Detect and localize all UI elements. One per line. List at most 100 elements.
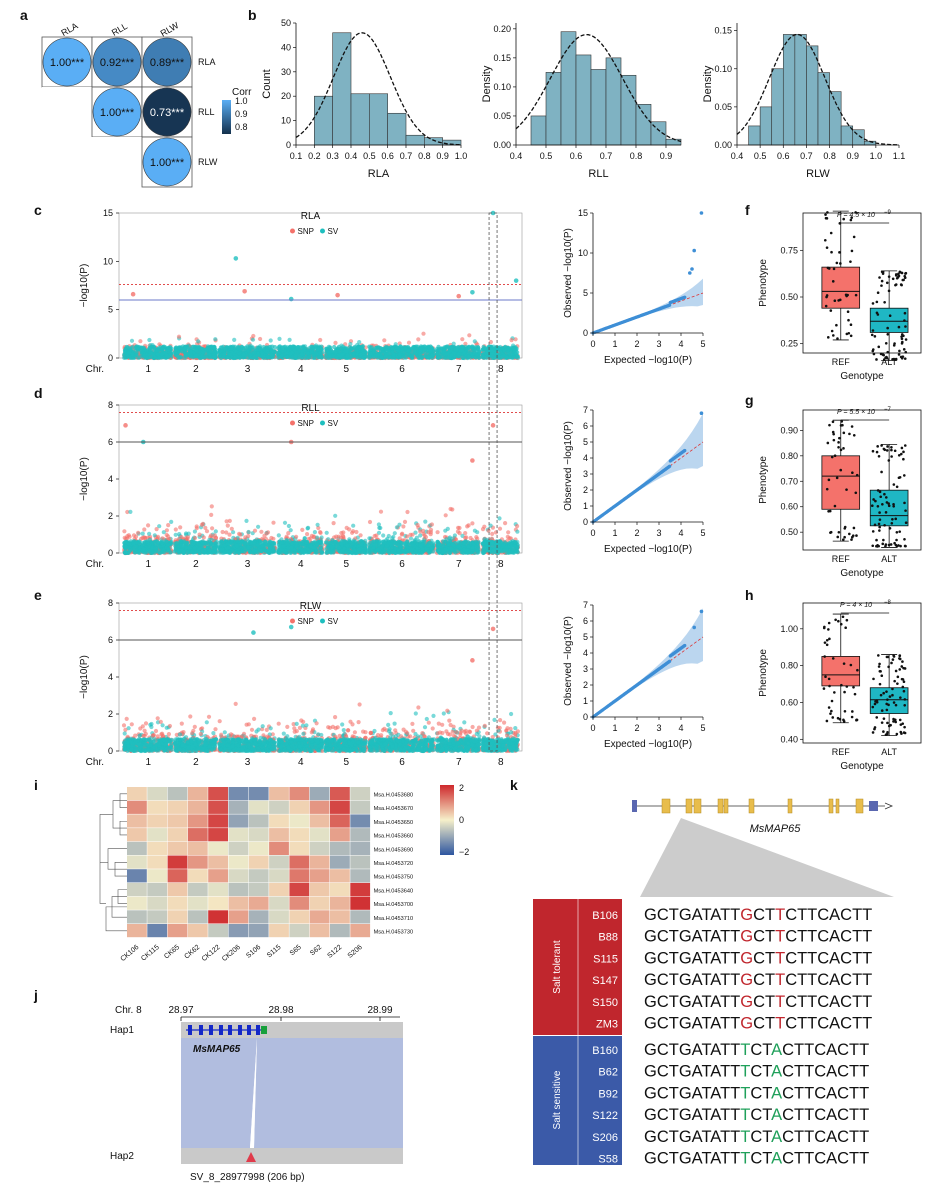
hist-bar: [424, 137, 443, 146]
x-tick-label: 0.5: [754, 151, 767, 161]
sv-point: [345, 353, 350, 358]
snp-point: [251, 333, 256, 339]
snp-point: [225, 523, 230, 528]
corr-cell: [92, 137, 142, 187]
snp-point: [509, 338, 514, 343]
sv-point: [373, 345, 378, 351]
x-axis-label: RLA: [368, 168, 390, 180]
y-axis-label: Density: [702, 65, 714, 102]
sv-point: [357, 346, 362, 351]
y-axis-label: −log10(P): [79, 264, 90, 308]
sv-point: [368, 351, 373, 356]
corr-circle: [142, 37, 192, 87]
sv-point: [361, 349, 366, 354]
sv-point: [290, 344, 296, 349]
chromosome-label: 8: [498, 364, 504, 375]
sv-point: [436, 347, 441, 353]
sv-point: [159, 539, 164, 544]
y-axis-label: Density: [481, 65, 493, 102]
peak-point: [130, 291, 136, 297]
sv-point: [310, 353, 316, 358]
y-tick-label: 20: [281, 91, 291, 101]
x-tick-label: 0.4: [345, 151, 358, 161]
legend-sv-dot: [320, 228, 325, 234]
corr-value: 1.00***: [100, 107, 135, 119]
sv-point: [480, 354, 485, 359]
sv-point: [192, 546, 197, 551]
sv-point: [277, 336, 282, 341]
chromosome-label: 2: [193, 364, 199, 375]
sv-point: [466, 354, 472, 359]
sv-point: [453, 347, 458, 352]
legend-snp-dot: [290, 228, 295, 234]
snp-point: [212, 533, 217, 538]
sv-point: [352, 344, 357, 349]
sv-point: [183, 345, 188, 350]
sv-point: [397, 352, 402, 357]
x-tick-label: 1.0: [870, 151, 883, 161]
corr-value: 0.89***: [150, 57, 185, 69]
sv-point: [123, 550, 128, 555]
hist-bar: [314, 95, 333, 146]
panel-label-g: g: [745, 392, 754, 408]
sv-point: [490, 354, 495, 359]
snp-point: [210, 526, 215, 531]
chromosome-label: 3: [245, 364, 251, 375]
y-tick-label: 50: [281, 18, 291, 28]
sv-point: [181, 549, 186, 555]
sv-point: [276, 350, 281, 355]
y-tick-label: 0.05: [493, 111, 511, 121]
y-tick-label: 0.15: [493, 53, 511, 63]
sv-point: [314, 351, 319, 356]
panel-label-c: c: [34, 202, 42, 218]
snp-point: [252, 528, 258, 533]
hist-normal-curve: [736, 33, 900, 146]
snp-point: [460, 337, 465, 342]
x-tick-label: 0.2: [308, 151, 321, 161]
sv-point: [505, 355, 510, 360]
sv-point: [234, 349, 239, 354]
sv-point: [204, 347, 210, 352]
sv-point: [381, 350, 386, 355]
peak-point: [233, 256, 239, 261]
hist-bar: [590, 69, 607, 146]
sv-point: [187, 545, 192, 550]
sv-point: [123, 544, 128, 549]
snp-point: [271, 520, 276, 525]
chromosome-label: 7: [456, 364, 462, 375]
snp-point: [382, 338, 387, 343]
sv-point: [235, 345, 240, 351]
sv-point: [161, 350, 166, 356]
corr-col-label: RLL: [110, 21, 129, 38]
sv-point: [161, 530, 166, 535]
snp-point: [122, 529, 127, 534]
panel-label-j: j: [33, 987, 38, 1003]
sv-point: [164, 353, 169, 358]
sv-point: [248, 355, 253, 360]
sv-point: [348, 342, 353, 347]
sv-point: [140, 543, 145, 548]
corr-cell: [42, 137, 92, 187]
y-tick-label: 0.10: [714, 64, 732, 74]
panel-label-h: h: [745, 587, 754, 603]
sv-point: [147, 337, 152, 343]
sv-point: [168, 352, 174, 357]
hist-bar: [748, 125, 761, 146]
sv-point: [134, 352, 139, 358]
sv-point: [250, 337, 256, 342]
sv-point: [127, 350, 132, 355]
sv-point: [287, 337, 292, 342]
sv-point: [222, 347, 228, 352]
x-tick-label: 0.6: [570, 151, 583, 161]
y-tick-label: 0: [286, 140, 291, 150]
sv-point: [169, 519, 174, 525]
y-tick-label: 0.00: [714, 140, 732, 150]
snp-point: [406, 340, 412, 345]
x-tick-label: 0.7: [800, 151, 813, 161]
snp-point: [173, 527, 178, 532]
hist-bar: [782, 34, 796, 146]
peak-point: [335, 292, 340, 298]
